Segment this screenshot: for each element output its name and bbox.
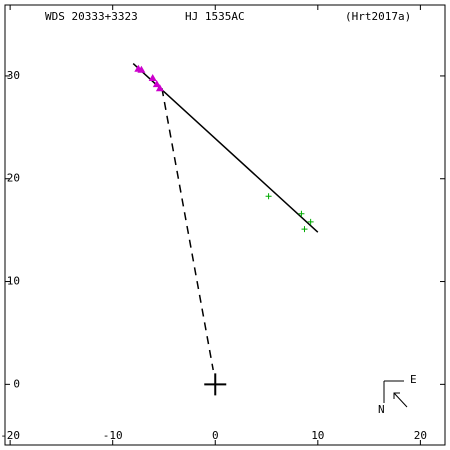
plus-marker — [301, 226, 308, 233]
compass — [383, 380, 408, 408]
y-tick-label: 20 — [7, 172, 20, 185]
y-tick-label: 0 — [13, 377, 20, 390]
orbit-line — [161, 88, 214, 371]
triangle-marker — [152, 80, 161, 88]
header-label: HJ 1535AC — [185, 10, 245, 23]
motion-arrow-head — [393, 392, 400, 399]
plus-marker — [265, 193, 272, 200]
header-label: (Hrt2017a) — [345, 10, 411, 23]
center-marker — [204, 373, 227, 396]
plus-marker — [307, 218, 314, 225]
x-tick-label: -10 — [103, 429, 123, 442]
plus-marker — [298, 210, 305, 217]
x-tick-label: -20 — [0, 429, 20, 442]
x-tick-label: 20 — [414, 429, 427, 442]
compass-label: E — [410, 373, 417, 386]
motion-arrow — [393, 392, 408, 408]
y-tick-label: 30 — [7, 69, 20, 82]
triangle-marker — [155, 84, 164, 92]
y-tick-label: 10 — [7, 275, 20, 288]
x-tick-label: 10 — [311, 429, 324, 442]
orbit-line — [132, 63, 319, 233]
plot-frame — [4, 4, 446, 446]
triangle-marker — [148, 73, 157, 81]
triangle-marker — [137, 65, 146, 73]
x-tick-label: 0 — [212, 429, 219, 442]
header-label: WDS 20333+3323 — [45, 10, 138, 23]
compass-label: N — [378, 403, 385, 416]
